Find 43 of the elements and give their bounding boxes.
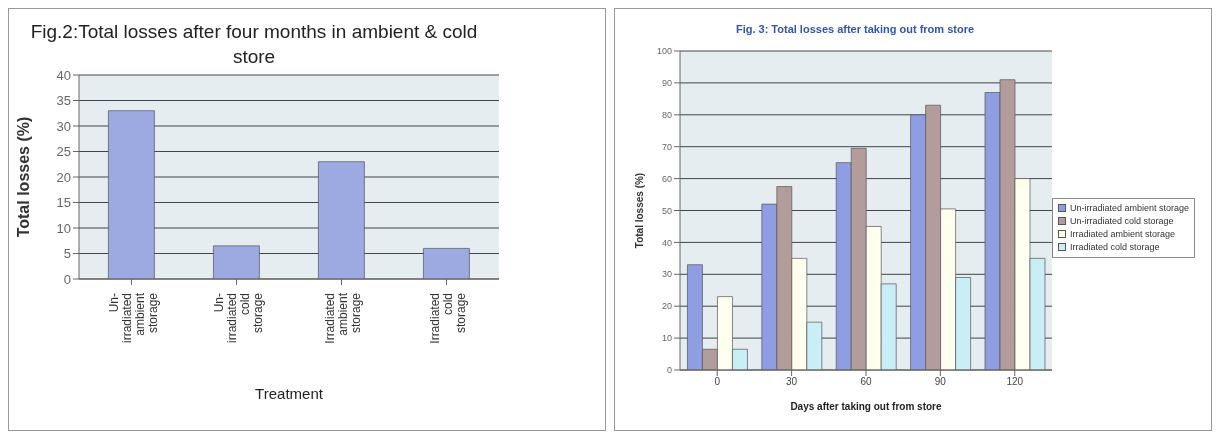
y-tick-label: 35: [56, 93, 71, 109]
y-tick-label: 30: [56, 118, 71, 134]
y-tick-label: 5: [63, 246, 71, 262]
bar: [423, 248, 470, 279]
x-tick-label: Irradiated cold storage: [427, 292, 468, 344]
legend-label: Un-irradiated ambient storage: [1069, 201, 1189, 215]
x-tick-label: 0: [714, 376, 721, 388]
y-tick-label: 0: [666, 365, 672, 376]
y-tick-label: 30: [661, 269, 672, 280]
y-tick-label: 80: [661, 110, 672, 120]
y-tick-label: 20: [56, 169, 71, 185]
x-tick-label: 30: [786, 376, 798, 388]
x-tick-label: Un-irradiated cold storage: [211, 292, 265, 344]
y-axis-title: Total losses (%): [633, 172, 645, 249]
x-tick-label: 60: [860, 376, 872, 388]
bar: [108, 110, 155, 279]
y-tick-label: 50: [661, 205, 672, 216]
y-tick-label: 0: [63, 271, 71, 287]
y-axis-title: Total losses (%): [14, 116, 32, 238]
y-tick-label: 10: [56, 220, 71, 236]
y-tick-label: 25: [56, 144, 71, 160]
bar: [318, 161, 365, 279]
y-tick-label: 10: [661, 333, 672, 344]
y-tick-label: 70: [661, 141, 672, 152]
x-tick-label: 90: [934, 376, 947, 388]
y-tick-label: 100: [656, 46, 672, 57]
y-tick-label: 60: [661, 173, 672, 184]
y-tick-label: 40: [56, 67, 71, 83]
legend-label: Irradiated ambient storage: [1069, 227, 1175, 241]
y-tick-label: 20: [661, 301, 672, 312]
bar: [213, 245, 260, 279]
y-tick-label: 90: [661, 78, 672, 89]
y-tick-label: 15: [56, 195, 71, 211]
legend-label: Irradiated cold storage: [1069, 240, 1160, 254]
x-axis-title: Treatment: [255, 385, 324, 402]
chart-title: Fig.2:Total losses after four months in ambient & cold store: [29, 20, 479, 69]
x-tick-label: 120: [1006, 376, 1024, 388]
legend-label: Un-irradiated cold storage: [1069, 214, 1174, 228]
chart-title: Fig. 3: Total losses after taking out from store: [734, 22, 976, 35]
x-axis-title: Days after taking out from store: [790, 401, 942, 412]
x-tick-label: Irradiated ambient storage: [322, 292, 363, 344]
y-tick-label: 40: [661, 237, 672, 248]
x-tick-label: Un-irradiated ambient storage: [106, 292, 160, 344]
